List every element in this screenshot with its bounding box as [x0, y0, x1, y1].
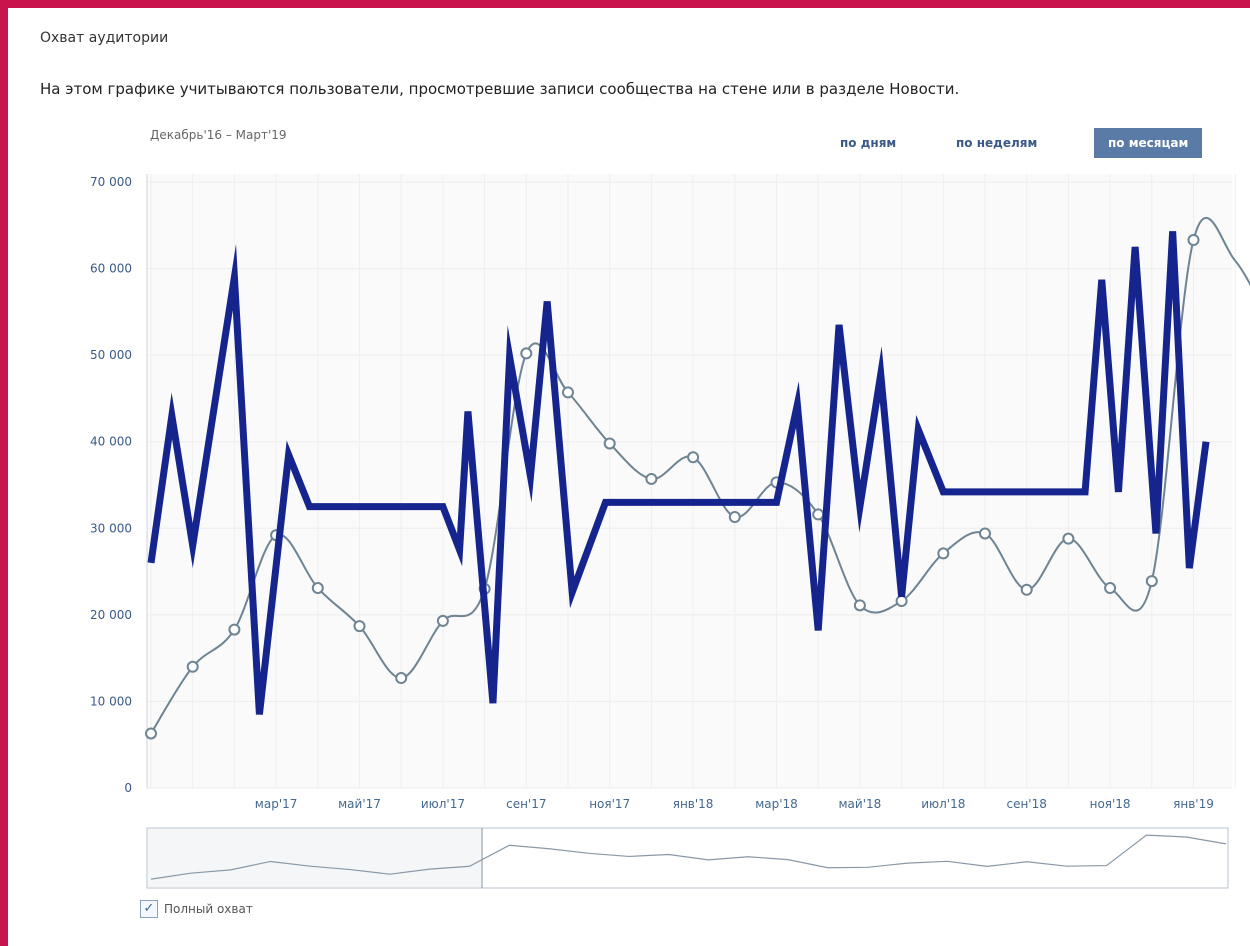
x-tick-label: мар'17 [255, 797, 298, 811]
data-point[interactable] [1145, 575, 1158, 588]
y-tick-label: 60 000 [90, 262, 132, 276]
data-point[interactable] [853, 599, 866, 612]
navigator-mask [148, 829, 483, 887]
data-point[interactable] [937, 547, 950, 560]
data-point[interactable] [645, 472, 658, 485]
x-tick-label: ноя'17 [589, 797, 630, 811]
x-tick-label: янв'18 [673, 797, 714, 811]
x-tick-label: сен'17 [506, 797, 546, 811]
x-tick-label: июл'17 [421, 797, 465, 811]
data-point[interactable] [979, 527, 991, 540]
full-reach-checkbox-label[interactable]: Полный охват [164, 902, 253, 916]
x-tick-label: май'17 [338, 797, 381, 811]
data-point[interactable] [353, 620, 366, 633]
x-tick-label: янв'19 [1173, 797, 1214, 811]
y-tick-label: 0 [124, 781, 132, 795]
y-axis: 0 10 000 20 000 30 000 40 000 50 000 60 000 70 … [90, 175, 132, 795]
chart-description: На этом графике учитываются пользователи… [40, 80, 960, 98]
chart-grid [146, 174, 1236, 789]
navigator-series [150, 834, 1227, 880]
data-point[interactable] [395, 672, 408, 685]
data-point[interactable] [1062, 532, 1075, 545]
y-tick-label: 70 000 [90, 175, 132, 189]
data-point[interactable] [603, 437, 616, 450]
period-days-button[interactable]: по дням [840, 136, 897, 150]
data-point[interactable] [1104, 582, 1117, 595]
period-months-button[interactable]: по месяцам [1094, 128, 1203, 158]
x-tick-label: сен'18 [1006, 797, 1046, 811]
period-weeks-button[interactable]: по неделям [956, 136, 1038, 150]
x-tick-label: ноя'18 [1090, 797, 1131, 811]
x-tick-label: июл'18 [921, 797, 965, 811]
data-point[interactable] [562, 386, 574, 399]
legend: ✓ Полный охват [140, 900, 253, 918]
y-tick-label: 10 000 [90, 694, 132, 708]
x-tick-label: мар'18 [755, 797, 798, 811]
y-tick-label: 20 000 [90, 608, 132, 622]
data-point[interactable] [228, 623, 241, 636]
range-navigator[interactable] [146, 827, 1229, 889]
y-tick-label: 50 000 [90, 348, 132, 362]
date-range-selector[interactable]: Декабрь'16 – Март'19 [150, 128, 287, 142]
x-axis: мар'17 май'17 июл'17 сен'17 ноя'17 янв'18 мар'… [255, 797, 1214, 811]
x-tick-label: май'18 [839, 797, 882, 811]
data-point[interactable] [186, 660, 199, 673]
data-point[interactable] [520, 347, 533, 360]
plot-area [147, 174, 1232, 788]
data-point[interactable] [1020, 583, 1033, 596]
y-tick-label: 40 000 [90, 435, 132, 449]
overlay-line [147, 231, 1210, 715]
full-reach-checkbox[interactable]: ✓ [140, 900, 158, 918]
data-point[interactable] [687, 451, 700, 464]
data-point[interactable] [812, 508, 825, 521]
data-point[interactable] [145, 727, 157, 740]
data-point[interactable] [728, 511, 741, 524]
data-point[interactable] [895, 595, 908, 608]
data-point[interactable] [311, 582, 324, 595]
page-title: Охват аудитории [40, 30, 169, 46]
data-point[interactable] [436, 614, 449, 627]
y-tick-label: 30 000 [90, 521, 132, 535]
data-point[interactable] [1187, 234, 1200, 247]
